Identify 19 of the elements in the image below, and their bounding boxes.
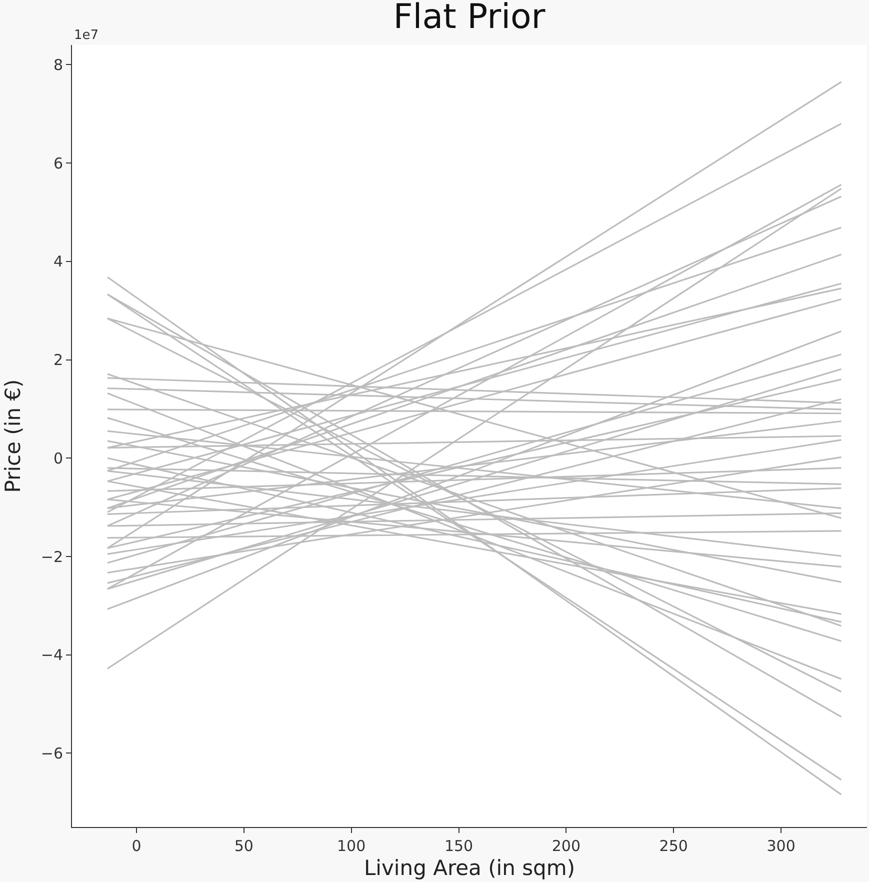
x-axis-title: Living Area (in sqm)	[364, 856, 576, 880]
x-tick-label: 150	[444, 837, 474, 855]
text: 1e7	[74, 28, 99, 43]
x-tick-label: 0	[132, 837, 142, 855]
y-tick-label: 6	[53, 154, 63, 172]
y-tick-label: 0	[53, 449, 63, 468]
x-tick-label: 100	[337, 837, 366, 855]
y-tick-label: 8	[53, 56, 63, 74]
y-axis-title: Price (in €)	[1, 379, 26, 493]
y-tick-label: 2	[53, 351, 63, 370]
x-tick-label: 50	[234, 837, 254, 855]
y-tick-label: −2	[40, 548, 63, 566]
y-tick-label: 4	[53, 252, 63, 271]
x-tick-label: 300	[766, 837, 796, 855]
chart-title: Flat Prior	[393, 0, 546, 38]
y-tick-label: −6	[40, 744, 63, 762]
x-tick-label: 250	[659, 837, 688, 855]
y-tick-label: −4	[40, 646, 63, 664]
x-tick-label: 200	[552, 837, 581, 855]
